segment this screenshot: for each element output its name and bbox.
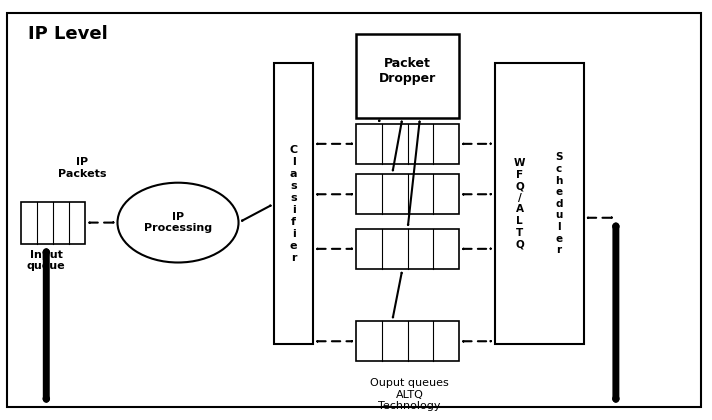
Text: W
F
Q
/
A
L
T
Q: W F Q / A L T Q (514, 158, 525, 249)
Text: C
l
a
s
s
i
f
i
e
r: C l a s s i f i e r (290, 145, 298, 262)
Text: Input
queue: Input queue (27, 249, 66, 271)
Bar (495, 63, 584, 344)
Bar (356, 124, 459, 164)
Bar (356, 174, 459, 214)
Bar (356, 229, 459, 269)
Text: S
c
h
e
d
u
l
e
r: S c h e d u l e r (555, 152, 562, 255)
Bar (274, 63, 313, 344)
Text: Ouput queues
ALTQ
Technology: Ouput queues ALTQ Technology (370, 378, 449, 411)
Text: IP Level: IP Level (28, 25, 108, 43)
Text: IP
Processing: IP Processing (144, 212, 212, 234)
Text: IP
Packets: IP Packets (58, 157, 106, 179)
Text: Packet
Dropper: Packet Dropper (379, 58, 436, 85)
Bar (21, 202, 85, 244)
Bar (356, 34, 459, 118)
Ellipse shape (117, 183, 239, 262)
Bar (356, 321, 459, 361)
